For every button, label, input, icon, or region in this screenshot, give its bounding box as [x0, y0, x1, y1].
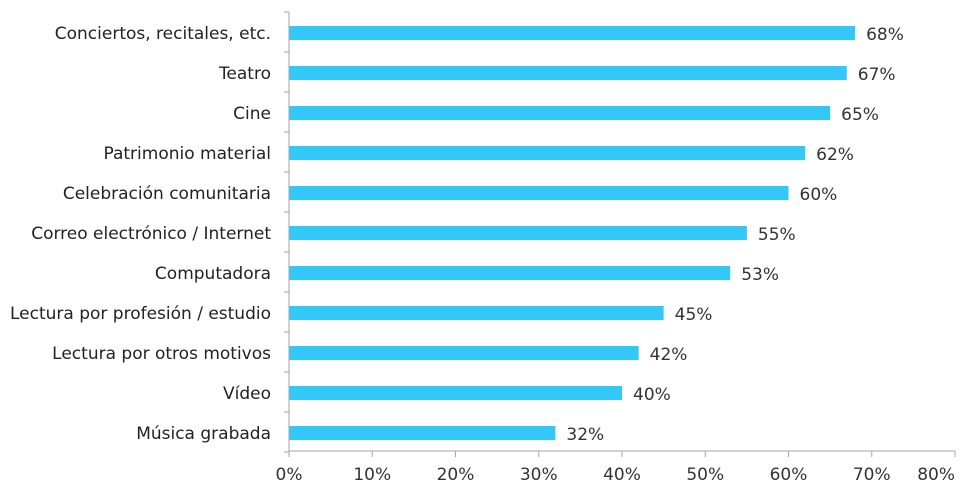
axes-group — [284, 11, 956, 457]
bar — [289, 346, 639, 360]
category-label: Patrimonio material — [103, 144, 271, 164]
x-tick-label: 10% — [353, 465, 391, 485]
data-label: 32% — [566, 425, 604, 445]
bar — [289, 66, 847, 80]
bar — [289, 266, 731, 280]
bars-group — [289, 26, 856, 440]
x-tick-label: 80% — [917, 465, 955, 485]
data-label: 62% — [816, 145, 854, 165]
bar — [289, 306, 664, 320]
bar — [289, 106, 831, 120]
category-label: Correo electrónico / Internet — [31, 224, 271, 244]
bar — [289, 386, 622, 400]
x-tick-label: 20% — [437, 465, 475, 485]
category-label: Cine — [233, 104, 271, 124]
labels-group: Conciertos, recitales, etc. 68% Teatro 67% C… — [10, 24, 955, 485]
x-tick-label: 30% — [520, 465, 558, 485]
data-label: 68% — [866, 25, 904, 45]
data-label: 67% — [858, 65, 896, 85]
x-tick-label: 60% — [770, 465, 808, 485]
x-tick-label: 50% — [686, 465, 724, 485]
data-label: 53% — [741, 265, 779, 285]
data-label: 40% — [633, 385, 671, 405]
category-label: Celebración comunitaria — [63, 184, 271, 204]
bar — [289, 26, 856, 40]
bar — [289, 186, 789, 200]
x-tick-label: 40% — [603, 465, 641, 485]
bar — [289, 146, 806, 160]
x-tick-label: 70% — [853, 465, 891, 485]
data-label: 60% — [800, 185, 838, 205]
category-label: Lectura por otros motivos — [52, 344, 271, 364]
category-label: Música grabada — [136, 424, 271, 444]
bar — [289, 226, 747, 240]
data-label: 42% — [650, 345, 688, 365]
data-label: 55% — [758, 225, 796, 245]
x-tick-label: 0% — [276, 465, 303, 485]
data-label: 65% — [841, 105, 879, 125]
category-label: Teatro — [218, 64, 271, 84]
category-label: Lectura por profesión / estudio — [10, 304, 271, 324]
data-label: 45% — [675, 305, 713, 325]
bar — [289, 426, 556, 440]
category-label: Computadora — [155, 264, 271, 284]
category-label: Vídeo — [223, 384, 271, 404]
category-label: Conciertos, recitales, etc. — [55, 24, 271, 44]
